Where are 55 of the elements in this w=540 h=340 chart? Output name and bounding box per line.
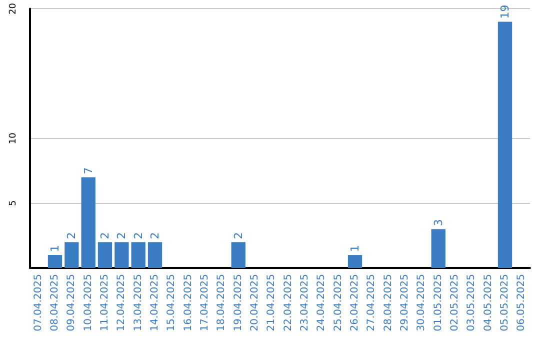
- data-label: 1: [48, 245, 62, 252]
- bar: [48, 255, 62, 268]
- x-tick-label: 02.05.2025: [450, 274, 460, 332]
- x-tick-label: 12.04.2025: [116, 274, 128, 332]
- x-tick-label: 30.04.2025: [416, 274, 428, 332]
- bar: [98, 242, 112, 268]
- y-tick-label: 5: [8, 200, 18, 206]
- x-tick-label: 05.05.2025: [500, 274, 510, 332]
- data-label: 2: [98, 232, 112, 240]
- data-label: 7: [82, 167, 95, 174]
- data-label: 2: [65, 232, 78, 240]
- x-tick-label: 20.04.2025: [250, 274, 260, 332]
- x-tick-label: 21.04.2025: [266, 274, 278, 332]
- x-tick-label: 14.04.2025: [150, 274, 160, 332]
- bar: [114, 242, 129, 268]
- x-tick-label: 01.05.2025: [432, 274, 444, 332]
- data-label: 19: [498, 4, 512, 19]
- x-tick-label: 27.04.2025: [366, 274, 378, 332]
- x-tick-label: 09.04.2025: [66, 274, 78, 332]
- y-tick-label: 20: [8, 2, 18, 14]
- x-tick-label: 07.04.2025: [32, 274, 44, 332]
- x-tick-label: 29.04.2025: [400, 274, 410, 332]
- x-tick-label: 16.04.2025: [182, 274, 194, 332]
- x-tick-label: 23.04.2025: [300, 274, 310, 332]
- bar: [131, 242, 146, 268]
- x-tick-label: 10.04.2025: [82, 274, 94, 332]
- bar: [81, 177, 96, 268]
- x-tick-label: 15.04.2025: [166, 274, 178, 332]
- x-tick-label: 08.04.2025: [50, 274, 60, 332]
- bar: [498, 22, 512, 268]
- x-tick-label: 13.04.2025: [132, 274, 144, 332]
- data-label: 1: [348, 245, 362, 252]
- x-tick-label: 06.05.2025: [516, 274, 528, 332]
- x-tick-label: 26.04.2025: [350, 274, 360, 332]
- x-tick-label: 22.04.2025: [282, 274, 294, 332]
- x-tick-label: 18.04.2025: [216, 274, 228, 332]
- x-tick-label: 11.04.2025: [100, 274, 110, 332]
- bar: [231, 242, 246, 268]
- data-label: 2: [132, 232, 145, 240]
- y-tick-label: 10: [8, 132, 18, 144]
- x-tick-label: 24.04.2025: [316, 274, 328, 332]
- x-tick-label: 04.05.2025: [482, 274, 494, 332]
- x-tick-label: 17.04.2025: [200, 274, 210, 332]
- data-label: 2: [115, 232, 128, 240]
- bar: [64, 242, 79, 268]
- x-tick-label: 28.04.2025: [382, 274, 394, 332]
- bar: [431, 229, 446, 268]
- data-label: 2: [148, 232, 162, 240]
- x-tick-label: 25.04.2025: [332, 274, 344, 332]
- bar: [348, 255, 362, 268]
- data-label: 3: [432, 219, 445, 226]
- data-label: 2: [232, 232, 245, 240]
- bar: [148, 242, 162, 268]
- x-tick-label: 03.05.2025: [466, 274, 478, 332]
- x-tick-label: 19.04.2025: [232, 274, 244, 332]
